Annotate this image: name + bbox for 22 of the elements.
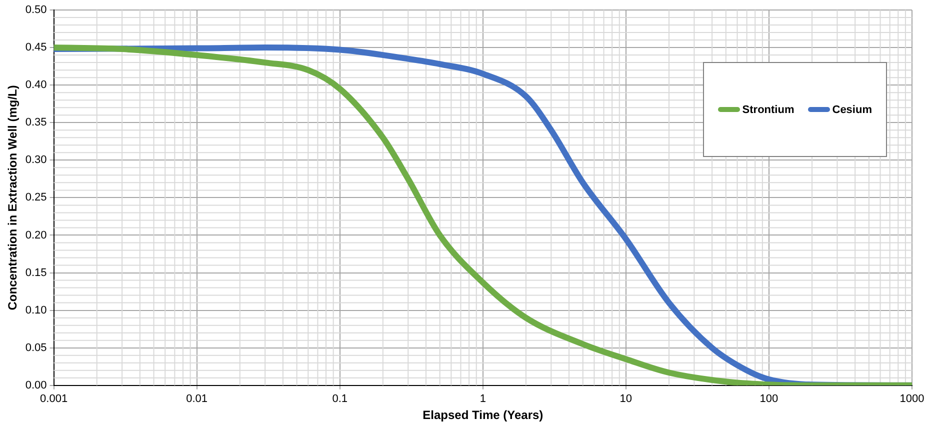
y-tick-label: 0.50	[25, 4, 47, 16]
y-tick-label: 0.10	[25, 304, 47, 316]
y-tick-label: 0.25	[25, 192, 47, 204]
legend-label: Cesium	[832, 104, 872, 116]
y-tick-label: 0.35	[25, 116, 47, 129]
x-tick-label: 0.001	[40, 393, 68, 406]
y-tick-label: 0.05	[25, 342, 47, 354]
y-tick-label: 0.30	[25, 154, 47, 166]
x-axis-title: Elapsed Time (Years)	[422, 408, 544, 422]
legend-label: Strontium	[742, 104, 794, 116]
x-tick-label: 0.01	[186, 393, 208, 406]
y-axis-title: Concentration in Extraction Well (mg/L)	[6, 85, 20, 310]
x-tick-label: 0.1	[332, 393, 348, 406]
x-tick-label: 10	[620, 393, 632, 406]
y-tick-label: 0.15	[25, 266, 47, 279]
x-tick-label: 1	[480, 393, 486, 406]
y-tick-label: 0.20	[25, 229, 47, 242]
x-tick-label: 100	[760, 393, 778, 406]
y-tick-label: 0.00	[25, 379, 47, 392]
y-tick-label: 0.40	[25, 79, 47, 92]
x-tick-label: 1000	[900, 393, 924, 406]
y-tick-label: 0.45	[25, 42, 47, 54]
